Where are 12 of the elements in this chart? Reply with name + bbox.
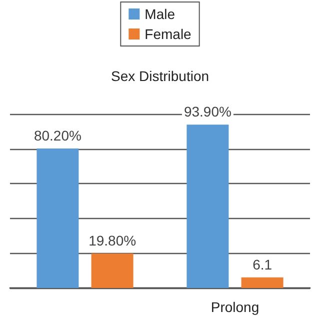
- bar: [36, 148, 79, 288]
- bar: [186, 124, 229, 288]
- data-label: 19.80%: [88, 232, 136, 249]
- data-label: 80.20%: [34, 127, 82, 144]
- bar: [241, 277, 284, 288]
- chart-title: Sex Distribution: [110, 68, 210, 84]
- data-label: 93.90%: [184, 104, 232, 120]
- legend-label: Male: [144, 6, 176, 22]
- x-tick-label: Prolong: [210, 299, 260, 315]
- data-label: 6.1: [252, 256, 272, 272]
- bar: [91, 254, 134, 288]
- legend-label: Female: [144, 26, 192, 42]
